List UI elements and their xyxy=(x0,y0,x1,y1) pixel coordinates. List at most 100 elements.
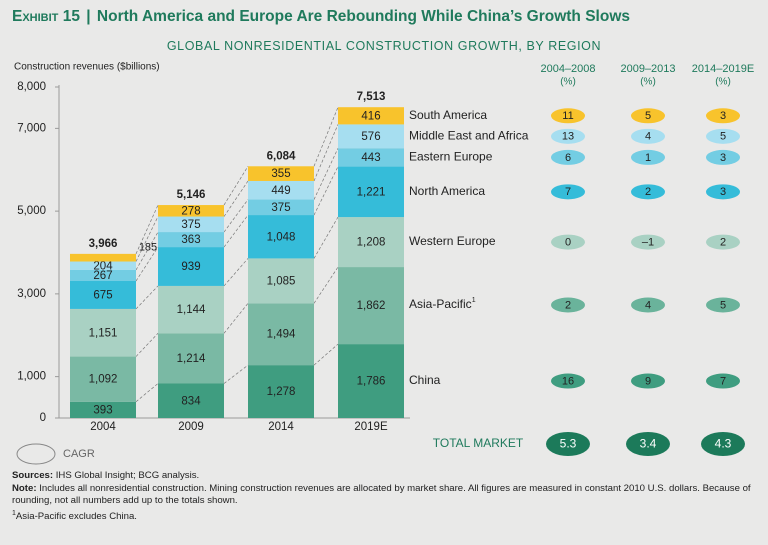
x-category-label: 2004 xyxy=(90,421,116,433)
cagr-ellipse xyxy=(706,128,740,144)
footnote-sup: 1 xyxy=(472,297,476,304)
y-tick-label: 5,000 xyxy=(17,205,46,217)
bar-segment xyxy=(158,205,224,217)
bar-total-label: 6,084 xyxy=(267,150,296,162)
segment-connector xyxy=(135,285,159,310)
footnote-mark: 1 xyxy=(12,509,16,517)
cagr-ellipse xyxy=(551,373,585,389)
segment-connector xyxy=(223,166,249,206)
bar-segment xyxy=(338,107,404,125)
cagr-ellipse xyxy=(551,297,585,313)
segment-connector xyxy=(313,148,339,200)
bar-segment xyxy=(158,383,224,418)
region-label: Asia-Pacific1 xyxy=(409,297,476,311)
bar-segment xyxy=(70,281,136,309)
segment-connector xyxy=(223,214,249,248)
exhibit-headline: North America and Europe Are Rebounding … xyxy=(96,8,630,25)
bar-segment xyxy=(338,124,404,149)
segment-connector xyxy=(313,124,339,182)
cagr-period-unit: (%) xyxy=(715,77,731,88)
segment-label: 1,862 xyxy=(357,300,386,312)
total-cagr-ellipse xyxy=(626,432,670,456)
cagr-value: 5 xyxy=(720,299,726,311)
cagr-value: 0 xyxy=(565,236,571,248)
note-label: Note: xyxy=(12,482,37,494)
segment-connector xyxy=(313,216,339,259)
segment-label: 355 xyxy=(271,168,290,180)
stacked-bar-chart: Construction revenues ($billions) 0 1,000 3… xyxy=(14,62,754,465)
segment-connector xyxy=(135,216,159,262)
cagr-ellipse xyxy=(551,128,585,144)
cagr-period-header: 2014–2019E xyxy=(692,63,754,75)
bar-segment xyxy=(248,180,314,200)
segment-connector xyxy=(135,333,159,357)
bar-segment xyxy=(70,261,136,270)
bar-segment xyxy=(338,344,404,418)
segment-connector xyxy=(223,303,249,334)
note-text: Includes all nonresidential construction… xyxy=(12,482,751,507)
segment-label: 1,494 xyxy=(267,329,296,341)
y-tick-label: 1,000 xyxy=(17,371,46,383)
y-tick-label: 8,000 xyxy=(17,81,46,93)
cagr-ellipse xyxy=(706,108,740,124)
segment-label: 1,221 xyxy=(357,186,386,198)
cagr-value: 3 xyxy=(720,110,726,122)
cagr-ellipse xyxy=(631,373,665,389)
cagr-ellipse xyxy=(706,149,740,165)
segment-connector xyxy=(135,204,159,255)
cagr-value: 2 xyxy=(720,236,726,248)
cagr-period-unit: (%) xyxy=(560,77,576,88)
total-cagr-value: 4.3 xyxy=(715,437,732,451)
cagr-value: 11 xyxy=(562,110,573,122)
total-cagr-ellipse xyxy=(546,432,590,456)
cagr-ellipse xyxy=(631,234,665,250)
bar-segment xyxy=(248,166,314,181)
cagr-ellipse xyxy=(551,149,585,165)
cagr-period-unit: (%) xyxy=(640,77,656,88)
bar-segment xyxy=(248,215,314,259)
cagr-period-header: 2009–2013 xyxy=(620,63,675,75)
bar-segment xyxy=(158,216,224,233)
bar-segment xyxy=(70,356,136,402)
exhibit-label: Exhibit 15 xyxy=(12,8,80,25)
y-tick-label: 0 xyxy=(40,412,46,424)
cagr-value: 2 xyxy=(645,186,651,198)
bar-segment xyxy=(158,285,224,334)
bar-segment xyxy=(338,166,404,218)
segment-label: 449 xyxy=(271,185,290,197)
segment-label: 185 xyxy=(139,242,157,254)
footnote-text: Asia-Pacific excludes China. xyxy=(15,510,137,522)
segment-label: 834 xyxy=(181,395,201,407)
cagr-ellipse xyxy=(631,184,665,200)
cagr-value: 3 xyxy=(720,152,726,164)
region-label: Western Europe xyxy=(409,234,496,248)
bar-segment xyxy=(158,232,224,248)
cagr-ellipse xyxy=(706,234,740,250)
segment-label: 1,085 xyxy=(267,275,296,287)
segment-label: 278 xyxy=(181,205,200,217)
cagr-value: 1 xyxy=(645,152,651,164)
bar-total-label: 5,146 xyxy=(177,189,206,201)
cagr-value: –1 xyxy=(642,236,654,248)
segment-label: 363 xyxy=(181,234,200,246)
sources-text: IHS Global Insight; BCG analysis. xyxy=(55,470,200,481)
chart-title: GLOBAL NONRESIDENTIAL CONSTRUCTION GROWT… xyxy=(166,39,602,53)
segment-connector xyxy=(223,180,249,217)
cagr-ellipse xyxy=(706,373,740,389)
segment-label: 393 xyxy=(93,404,112,416)
sources-label: Sources: xyxy=(12,470,54,481)
cagr-legend-label: CAGR xyxy=(63,448,95,460)
segment-label: 204 xyxy=(93,260,113,272)
segment-label: 1,151 xyxy=(89,327,118,339)
region-label: China xyxy=(409,373,441,387)
region-label: Eastern Europe xyxy=(409,150,493,164)
sources-block: Sources: IHS Global Insight; BCG analysi… xyxy=(12,470,757,524)
x-category-label: 2009 xyxy=(178,421,204,433)
segment-label: 1,786 xyxy=(357,376,386,388)
bar-segment xyxy=(338,267,404,345)
exhibit-separator: | xyxy=(86,8,91,25)
total-cagr-value: 5.3 xyxy=(560,437,577,451)
segment-connector xyxy=(135,246,159,282)
bar-segment xyxy=(248,258,314,304)
cagr-value: 9 xyxy=(645,375,651,387)
